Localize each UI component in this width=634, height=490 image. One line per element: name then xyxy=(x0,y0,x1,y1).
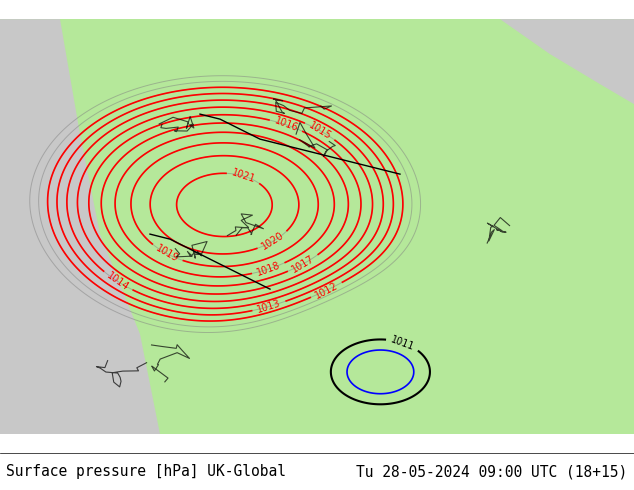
Text: 1016: 1016 xyxy=(273,116,299,134)
Text: 1014: 1014 xyxy=(105,270,131,293)
Text: 1020: 1020 xyxy=(260,230,286,252)
Text: 1019: 1019 xyxy=(154,243,180,264)
Text: 1018: 1018 xyxy=(256,260,282,278)
Text: Tu 28-05-2024 09:00 UTC (18+15): Tu 28-05-2024 09:00 UTC (18+15) xyxy=(356,464,628,479)
Polygon shape xyxy=(0,19,160,434)
Polygon shape xyxy=(500,19,634,104)
Text: 1012: 1012 xyxy=(313,280,340,300)
Text: 1015: 1015 xyxy=(307,120,333,142)
Text: Surface pressure [hPa] UK-Global: Surface pressure [hPa] UK-Global xyxy=(6,464,287,479)
Text: 1011: 1011 xyxy=(390,334,416,352)
Text: 1021: 1021 xyxy=(231,168,257,185)
Text: 1017: 1017 xyxy=(290,253,316,274)
Text: 1013: 1013 xyxy=(256,298,282,315)
